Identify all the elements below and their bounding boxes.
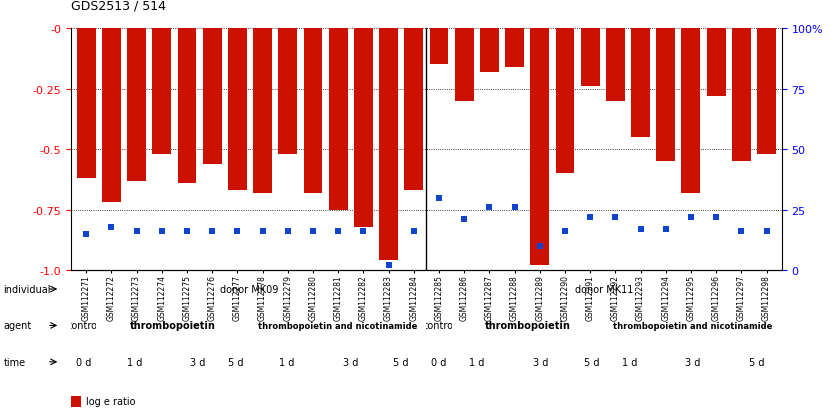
Bar <box>303 29 323 193</box>
Point <box>407 228 421 235</box>
Text: individual: individual <box>3 284 51 294</box>
Bar <box>177 29 196 183</box>
Point <box>457 216 471 223</box>
Text: log e ratio: log e ratio <box>85 396 135 406</box>
Point <box>507 204 521 211</box>
Text: 0 d: 0 d <box>76 357 91 367</box>
Text: donor MK11: donor MK11 <box>575 284 633 294</box>
Point <box>382 262 395 269</box>
Point <box>609 214 622 221</box>
Bar <box>555 29 574 174</box>
Text: thrombopoietin and nicotinamide: thrombopoietin and nicotinamide <box>613 321 772 330</box>
Point <box>306 228 319 235</box>
Point <box>281 228 294 235</box>
Text: thrombopoietin: thrombopoietin <box>130 320 216 331</box>
Point <box>104 224 118 230</box>
Point <box>206 228 219 235</box>
Point <box>332 228 345 235</box>
Point <box>533 243 547 249</box>
Text: 3 d: 3 d <box>686 357 701 367</box>
Text: control: control <box>422 320 456 331</box>
Text: 5 d: 5 d <box>584 357 599 367</box>
Bar <box>278 29 298 154</box>
Bar <box>127 29 146 181</box>
Text: 1 d: 1 d <box>622 357 637 367</box>
Text: thrombopoietin: thrombopoietin <box>485 320 571 331</box>
Point <box>558 228 572 235</box>
Point <box>181 228 194 235</box>
Point <box>584 214 597 221</box>
Bar <box>228 29 247 191</box>
Bar <box>405 29 423 191</box>
Point <box>710 214 723 221</box>
Point <box>79 231 93 237</box>
Text: 5 d: 5 d <box>748 357 764 367</box>
Bar <box>530 29 549 266</box>
Text: 5 d: 5 d <box>228 357 244 367</box>
Point <box>357 228 370 235</box>
Text: control: control <box>67 320 100 331</box>
Bar <box>77 29 95 179</box>
Bar <box>354 29 373 227</box>
Bar <box>505 29 524 68</box>
Bar <box>202 29 222 164</box>
Bar <box>329 29 348 210</box>
Text: GDS2513 / 514: GDS2513 / 514 <box>71 0 166 12</box>
Bar <box>379 29 398 261</box>
Bar <box>581 29 599 87</box>
Bar <box>656 29 675 162</box>
Point <box>130 228 143 235</box>
Point <box>155 228 169 235</box>
Point <box>432 195 446 201</box>
Text: 3 d: 3 d <box>343 357 358 367</box>
Bar <box>631 29 650 138</box>
Text: 0 d: 0 d <box>431 357 446 367</box>
Bar <box>253 29 272 193</box>
Bar <box>706 29 726 97</box>
Bar <box>606 29 624 101</box>
Point <box>482 204 496 211</box>
Bar <box>71 396 81 407</box>
Text: 3 d: 3 d <box>191 357 206 367</box>
Bar <box>732 29 751 162</box>
Point <box>231 228 244 235</box>
Bar <box>430 29 448 65</box>
Bar <box>455 29 474 101</box>
Text: 1 d: 1 d <box>127 357 142 367</box>
Bar <box>681 29 701 193</box>
Text: thrombopoietin and nicotinamide: thrombopoietin and nicotinamide <box>257 321 417 330</box>
Point <box>735 228 748 235</box>
Text: agent: agent <box>3 320 32 331</box>
Point <box>634 226 647 233</box>
Point <box>684 214 697 221</box>
Text: 5 d: 5 d <box>393 357 409 367</box>
Text: donor MK09: donor MK09 <box>220 284 278 294</box>
Bar <box>480 29 499 72</box>
Bar <box>102 29 121 203</box>
Text: time: time <box>3 357 25 367</box>
Point <box>760 228 773 235</box>
Point <box>256 228 269 235</box>
Point <box>659 226 672 233</box>
Text: 1 d: 1 d <box>470 357 485 367</box>
Bar <box>757 29 776 154</box>
Text: 1 d: 1 d <box>279 357 294 367</box>
Text: 3 d: 3 d <box>533 357 548 367</box>
Bar <box>152 29 171 154</box>
